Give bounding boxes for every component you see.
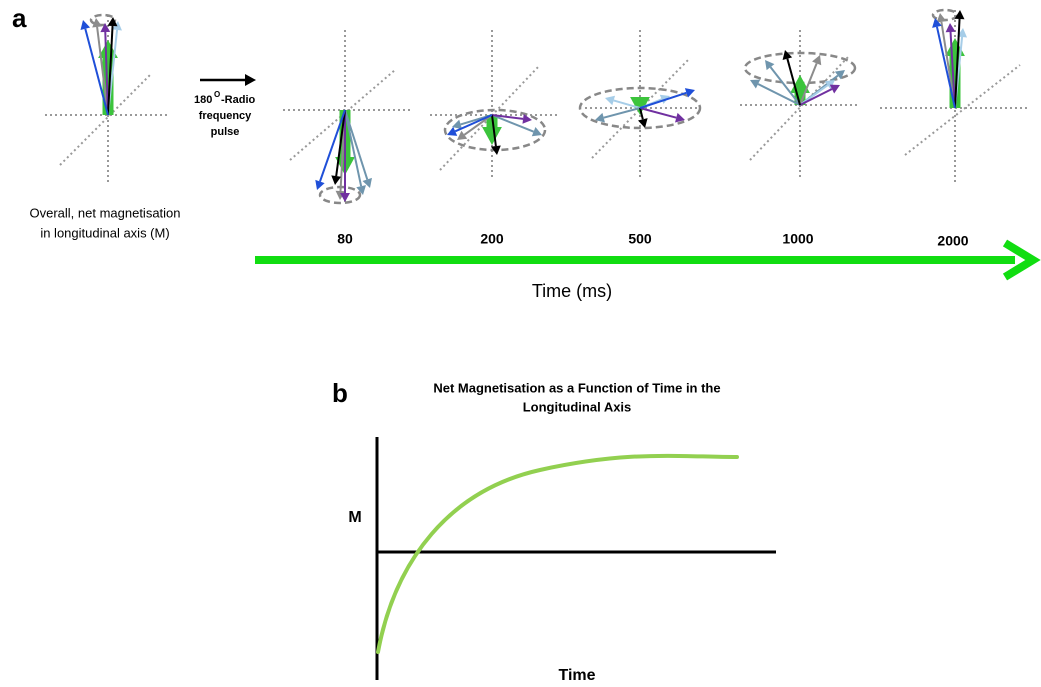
vector-head: [98, 40, 118, 58]
vector-head: [605, 95, 616, 106]
vector-head: [107, 17, 118, 27]
axis-dotted: [439, 64, 541, 171]
vector-head: [452, 119, 463, 130]
panel-label: a: [12, 3, 27, 33]
vector-head: [80, 20, 91, 30]
vector-head: [531, 127, 542, 137]
pulse-superscript: O: [214, 90, 220, 99]
vector-head: [595, 112, 605, 123]
chart-title: Net Magnetisation as a Function of Time …: [433, 380, 720, 395]
chart-title: Longitudinal Axis: [523, 399, 632, 414]
pulse-line: pulse: [211, 126, 240, 138]
vector: [463, 114, 493, 136]
curve: [376, 453, 739, 654]
caption: in longitudinal axis (M): [40, 225, 169, 240]
vector-head: [750, 79, 761, 89]
vector: [491, 114, 535, 133]
vector: [603, 107, 641, 119]
axis-dotted: [904, 64, 1021, 156]
axis-dotted: [289, 69, 396, 161]
vector: [96, 26, 109, 116]
time-point: 1000: [782, 231, 813, 247]
vector: [949, 31, 956, 109]
pulse-number: 180: [194, 94, 212, 106]
vector-head: [829, 84, 840, 94]
vector: [319, 109, 346, 182]
vector-head: [356, 185, 366, 195]
vector-head: [482, 127, 502, 145]
vector: [104, 31, 109, 116]
time-point: 200: [480, 231, 504, 247]
vector: [935, 26, 956, 109]
vector: [344, 109, 363, 187]
pulse-arrow-head: [245, 74, 256, 86]
vector: [757, 83, 801, 106]
precession-ellipse: [931, 8, 959, 22]
vector-head: [457, 130, 468, 140]
vector-head: [340, 193, 350, 202]
vector-head: [932, 18, 942, 28]
time-arrow-head: [1002, 239, 1041, 281]
vector-head: [812, 55, 822, 66]
vector-head: [362, 177, 372, 188]
vector-head: [331, 175, 342, 185]
vector: [344, 109, 369, 180]
vector-head: [447, 126, 458, 136]
vector-head: [490, 145, 501, 155]
time-point: 80: [337, 231, 353, 247]
y-label: M: [348, 509, 361, 526]
x-label: Time: [558, 667, 595, 684]
vector-head: [675, 112, 685, 123]
vector: [454, 114, 493, 133]
vector: [613, 99, 641, 109]
precession-ellipse: [578, 86, 702, 130]
vector: [799, 88, 833, 106]
precession-ellipse: [89, 13, 117, 27]
caption: Overall, net magnetisation: [29, 205, 180, 220]
vector-head: [936, 13, 947, 23]
vector: [786, 58, 801, 106]
vector-head: [684, 88, 695, 98]
vector: [769, 66, 801, 106]
vector-head: [630, 97, 650, 115]
pulse-line: -Radio: [221, 94, 256, 106]
pulse-line: frequency: [199, 110, 252, 122]
vector: [84, 28, 109, 116]
vector: [639, 91, 687, 109]
axis-title: Time (ms): [532, 281, 612, 301]
vector: [491, 114, 497, 147]
vector-head: [945, 23, 956, 33]
vector: [954, 18, 961, 109]
vector-head: [522, 113, 532, 124]
vector-head: [782, 50, 793, 60]
vector-head: [100, 23, 111, 33]
axis-dotted: [749, 54, 851, 161]
vector: [335, 109, 346, 177]
panel-label: b: [332, 378, 348, 408]
time-point: 500: [628, 231, 652, 247]
vector: [107, 25, 114, 116]
vector-head: [954, 10, 965, 20]
vector-head: [834, 70, 845, 80]
vector: [799, 62, 818, 106]
axis-dotted: [59, 74, 151, 166]
vector-head: [765, 60, 775, 71]
vector-head: [315, 179, 325, 190]
vector-head: [92, 18, 103, 28]
vector: [639, 107, 644, 120]
vector: [491, 114, 524, 120]
time-point: 2000: [937, 233, 968, 249]
vector-head: [638, 118, 648, 128]
vector: [639, 107, 677, 119]
